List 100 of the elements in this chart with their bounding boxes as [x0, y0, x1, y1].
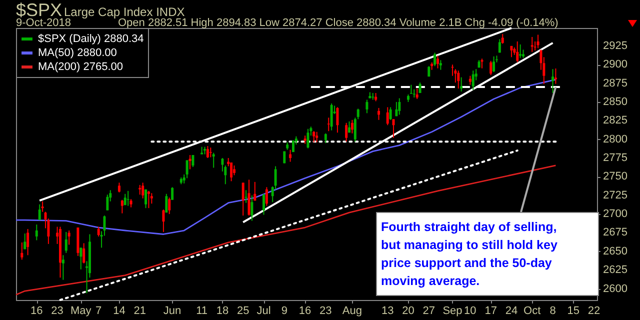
candlestick: [398, 98, 401, 116]
x-tick-label: 20: [402, 305, 414, 317]
candlestick: [212, 152, 215, 168]
candlestick: [324, 132, 327, 144]
x-tick-label: 9: [281, 305, 288, 317]
candlestick: [250, 194, 254, 222]
candlestick: [434, 52, 436, 67]
candlestick: [248, 179, 250, 216]
candlestick: [378, 107, 380, 120]
x-tick-label: 23: [320, 305, 332, 317]
candlestick: [480, 58, 484, 69]
candlestick: [171, 186, 174, 200]
candlestick: [80, 247, 82, 270]
candlestick: [209, 147, 212, 158]
x-tick-label: 23: [51, 305, 64, 317]
candlestick: [345, 122, 348, 142]
candlestick: [120, 199, 124, 214]
x-tick-label: 24: [505, 305, 518, 317]
y-tick-label: 2825: [603, 114, 628, 127]
candlestick: [366, 99, 368, 114]
candlestick: [68, 230, 70, 246]
y-tick-label: 2925: [603, 40, 628, 52]
candlestick: [519, 44, 522, 58]
x-tick-label: Oct: [524, 305, 541, 317]
y-tick-label: 2725: [603, 189, 628, 202]
x-tick-label: Aug: [342, 305, 362, 317]
candlestick: [490, 60, 492, 76]
candlestick: [254, 181, 256, 202]
candlestick: [150, 192, 153, 204]
candlestick: [516, 40, 519, 63]
x-tick-label: 8: [550, 305, 556, 317]
x-tick-label: Jul: [256, 305, 271, 317]
candlestick: [552, 68, 554, 94]
candlestick: [186, 160, 188, 179]
candlestick: [138, 184, 142, 196]
candlestick: [64, 232, 68, 254]
candlestick: [389, 106, 392, 120]
annotation: Fourth straight day of selling, but managing to still hold key price support and the 50-day moving average.: [381, 219, 558, 290]
x-tick-label: 11: [196, 305, 208, 317]
candlestick: [242, 182, 244, 216]
candlestick: [165, 193, 168, 214]
candlestick: [230, 162, 233, 182]
candlestick: [24, 232, 26, 250]
x-tick-label: 13: [381, 305, 394, 317]
candlestick: [350, 119, 354, 134]
candlestick: [316, 131, 318, 143]
candlestick: [144, 188, 148, 209]
y-tick-label: 2675: [603, 226, 628, 239]
legend-label: $SPX (Daily) 2880.34: [38, 33, 144, 45]
legend-label: MA(50) 2880.00: [38, 47, 117, 59]
candlestick: [336, 106, 339, 134]
y-tick-label: 2700: [603, 208, 628, 220]
annotation: 9-Oct-2018: [16, 17, 72, 29]
candlestick: [82, 242, 86, 264]
candlestick: [354, 117, 356, 142]
candlestick: [262, 193, 265, 216]
candlestick: [498, 38, 501, 54]
candlestick: [457, 70, 460, 90]
y-tick-label: 2600: [603, 282, 628, 295]
x-tick-label: Jun: [163, 305, 182, 317]
candlestick: [206, 146, 209, 159]
candlestick: [103, 215, 106, 236]
x-tick-label: 25: [236, 305, 250, 317]
candlestick: [38, 204, 41, 221]
candlestick: [492, 56, 496, 73]
candlestick: [265, 186, 268, 206]
y-tick-label: 2850: [603, 96, 628, 108]
candlestick: [395, 101, 398, 117]
candlestick: [330, 102, 333, 131]
line-series: [15, 164, 556, 296]
candlestick: [126, 190, 130, 206]
candlestick: [142, 182, 144, 199]
candlestick: [97, 226, 100, 237]
candlestick: [416, 88, 418, 100]
candlestick: [306, 128, 310, 149]
x-tick-label: 21: [134, 305, 146, 317]
candlestick: [530, 36, 534, 52]
candlestick: [41, 200, 44, 212]
candlestick: [221, 158, 224, 172]
chart-subtitle: Large Cap Index INDX: [64, 5, 185, 19]
x-tick-label: Sep: [442, 305, 462, 317]
candlestick: [460, 76, 463, 92]
x-tick-label: 14: [113, 305, 126, 317]
candlestick: [289, 149, 292, 162]
candlestick: [472, 70, 474, 91]
y-tick-label: 2875: [603, 77, 628, 90]
y-tick-label: 2800: [603, 133, 628, 146]
candlestick: [118, 182, 120, 193]
y-tick-label: 2900: [603, 58, 628, 71]
x-tick-label: 18: [216, 305, 229, 317]
candlestick: [386, 106, 389, 126]
candlestick: [26, 228, 30, 256]
candlestick: [439, 60, 442, 70]
candlestick: [536, 34, 540, 49]
x-tick-label: 10: [464, 305, 476, 317]
callout-box: Fourth straight day of selling, but managing to still hold key price support and the 50-day moving average.: [376, 212, 599, 296]
legend-label: MA(200) 2765.00: [38, 61, 123, 73]
x-tick-label: 15: [567, 305, 580, 317]
candlestick: [554, 68, 557, 84]
x-tick-label: 22: [588, 305, 600, 317]
